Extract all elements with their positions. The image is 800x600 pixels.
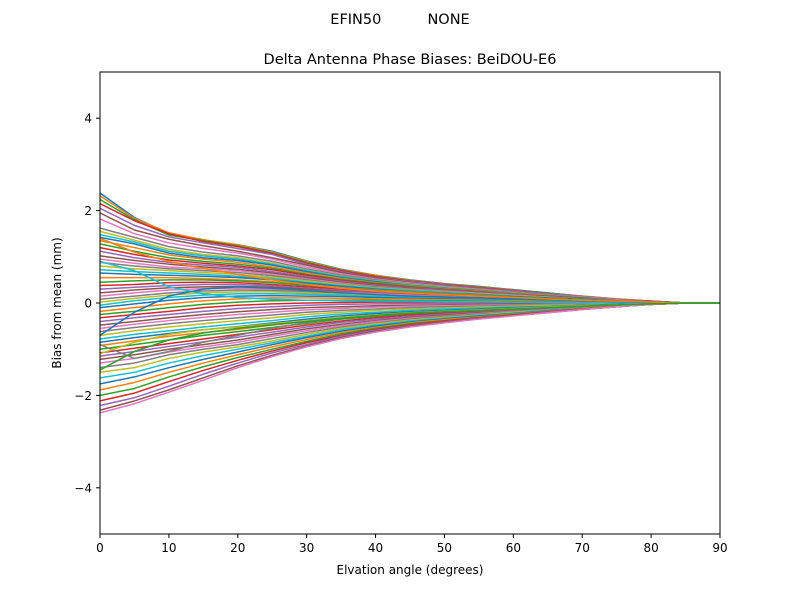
y-tick-label: −4 [74,481,92,495]
series-layer [100,192,720,414]
figure-suptitle: EFIN50 NONE [330,12,469,28]
x-tick-label: 20 [230,541,245,555]
x-tick-label: 10 [161,541,176,555]
x-tick-label: 70 [575,541,590,555]
chart-title: Delta Antenna Phase Biases: BeiDOU-E6 [264,52,557,68]
y-axis-label: Bias from mean (mm) [50,237,64,368]
series-line-57 [100,302,720,414]
plot-frame [99,71,721,535]
series-line-62 [100,237,720,304]
x-axis-label: Elvation angle (degrees) [337,563,484,577]
y-axis-ticks: −4 −2 0 2 4 [74,112,100,495]
x-axis-ticks: 0 10 20 30 40 50 60 70 80 90 [96,534,728,555]
series-line-60 [100,260,720,304]
x-tick-label: 40 [368,541,383,555]
x-tick-label: 50 [437,541,452,555]
x-tick-label: 30 [299,541,314,555]
x-tick-label: 60 [506,541,521,555]
series-line-63 [100,302,720,371]
x-tick-label: 90 [712,541,727,555]
x-tick-label: 80 [643,541,658,555]
x-tick-label: 0 [96,541,104,555]
y-tick-label: 4 [84,112,92,126]
y-tick-label: −2 [74,389,92,403]
y-tick-label: 0 [84,297,92,311]
y-tick-label: 2 [84,204,92,218]
